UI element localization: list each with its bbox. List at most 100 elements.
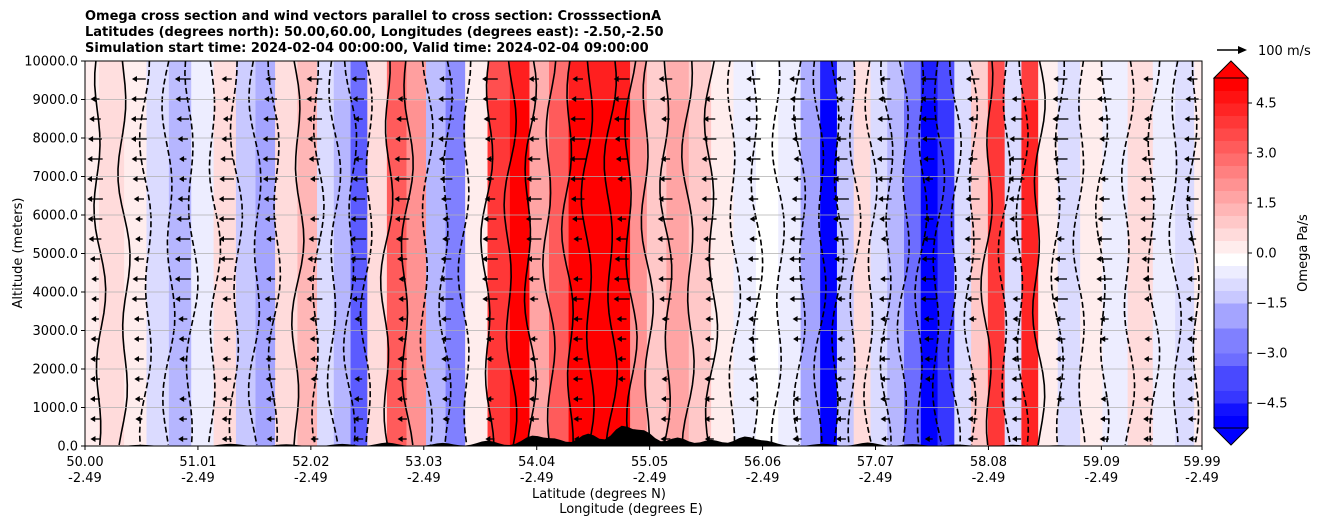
- wind-arrow-head: [789, 76, 795, 82]
- wind-arrow-head: [792, 436, 798, 442]
- wind-arrow-head: [968, 396, 974, 402]
- wind-arrow-head: [308, 156, 314, 162]
- colorbar-segment: [1214, 403, 1248, 416]
- wind-arrow-head: [353, 156, 359, 162]
- wind-arrow-head: [530, 96, 536, 102]
- wind-arrow-head: [175, 96, 181, 102]
- wind-arrow-head: [439, 276, 445, 282]
- wind-arrow-head: [791, 196, 797, 202]
- wind-arrow-head: [528, 276, 534, 282]
- wind-arrow-head: [880, 396, 886, 402]
- wind-arrow-head: [1184, 116, 1190, 122]
- wind-arrow-head: [572, 76, 578, 82]
- wind-arrow-head: [134, 356, 140, 362]
- wind-arrow-head: [175, 296, 181, 302]
- wind-arrow-head: [528, 76, 534, 82]
- omega-band-fade: [568, 61, 589, 101]
- contour-line: [326, 61, 342, 446]
- contour-line: [863, 61, 878, 446]
- wind-arrow-head: [704, 416, 710, 422]
- y-tick-label: 4000.0: [33, 286, 79, 301]
- wind-arrow-head: [746, 76, 752, 82]
- wind-arrow-head: [442, 236, 448, 242]
- wind-arrow-head: [965, 276, 971, 282]
- x-tick-label-lat: 59.99: [1183, 455, 1220, 470]
- omega-band-fade: [1194, 61, 1202, 101]
- wind-arrow-head: [351, 76, 357, 82]
- wind-arrow-head: [966, 176, 972, 182]
- y-tick-label: 10000.0: [24, 55, 78, 70]
- wind-arrow-head: [1096, 276, 1102, 282]
- x-tick-label-lon: -2.49: [294, 471, 328, 486]
- wind-arrow-head: [659, 296, 665, 302]
- wind-arrow-head: [306, 96, 312, 102]
- wind-arrow-head: [307, 256, 313, 262]
- wind-arrow-head: [135, 236, 141, 242]
- wind-arrow-head: [789, 96, 795, 102]
- wind-arrow-head: [87, 196, 93, 202]
- wind-arrow-head: [701, 156, 707, 162]
- contour-line: [290, 61, 305, 446]
- wind-arrow-head: [130, 116, 136, 122]
- wind-arrow-head: [1187, 276, 1193, 282]
- wind-arrow-head: [133, 336, 139, 342]
- wind-arrow-head: [793, 396, 799, 402]
- wind-arrow-head: [485, 336, 491, 342]
- wind-arrow-head: [924, 336, 930, 342]
- wind-arrow-head: [614, 136, 620, 142]
- wind-arrow-head: [967, 416, 973, 422]
- wind-arrow-head: [133, 316, 139, 322]
- wind-arrow-head: [1143, 296, 1149, 302]
- wind-arrow-head: [1099, 136, 1105, 142]
- wind-arrow-head: [175, 236, 181, 242]
- wind-arrow-head: [572, 376, 578, 382]
- wind-arrow-head: [222, 356, 228, 362]
- wind-arrow-head: [877, 116, 883, 122]
- wind-arrow-head: [1052, 116, 1058, 122]
- wind-arrow-head: [222, 376, 228, 382]
- wind-arrow-head: [308, 236, 314, 242]
- wind-arrow-head: [703, 116, 709, 122]
- wind-arrow-head: [1097, 96, 1103, 102]
- wind-arrow-head: [397, 396, 403, 402]
- contour-line: [1050, 61, 1066, 446]
- contour-line: [560, 61, 575, 446]
- wind-arrow-head: [90, 396, 96, 402]
- wind-arrow-head: [218, 216, 224, 222]
- colorbar-segment: [1214, 90, 1248, 104]
- omega-band-fade: [836, 61, 855, 101]
- wind-arrow-head: [881, 436, 887, 442]
- wind-arrow-head: [483, 116, 489, 122]
- wind-arrow-head: [310, 376, 316, 382]
- wind-arrow-head: [792, 316, 798, 322]
- wind-arrow-head: [132, 276, 138, 282]
- wind-arrow-head: [482, 96, 488, 102]
- wind-arrow-head: [789, 276, 795, 282]
- wind-arrow-head: [222, 96, 228, 102]
- wind-arrow-head: [920, 76, 926, 82]
- wind-arrow-head: [397, 376, 403, 382]
- wind-arrow-head: [438, 96, 444, 102]
- wind-arrow-head: [91, 276, 97, 282]
- wind-arrow-head: [1140, 236, 1146, 242]
- wind-arrow-head: [90, 356, 96, 362]
- x-axis: 50.00-2.4951.01-2.4952.02-2.4953.03-2.49…: [66, 446, 1221, 486]
- wind-arrow-head: [876, 156, 882, 162]
- x-axis-label-latitude: Latitude (degrees N): [532, 487, 666, 502]
- wind-arrow-head: [441, 376, 447, 382]
- wind-arrow-head: [789, 296, 795, 302]
- wind-arrow-head: [1100, 396, 1106, 402]
- wind-arrow-head: [879, 76, 885, 82]
- wind-arrow-head: [1056, 396, 1062, 402]
- contour-line: [947, 61, 963, 446]
- wind-arrow-head: [133, 256, 139, 262]
- contour-line: [207, 61, 222, 446]
- contour-line: [931, 61, 946, 446]
- contour-line: [379, 61, 394, 446]
- wind-arrow-head: [1143, 76, 1149, 82]
- wind-arrow-head: [658, 76, 664, 82]
- wind-arrow-head: [398, 316, 404, 322]
- wind-arrow-head: [1009, 216, 1015, 222]
- wind-arrow-head: [176, 216, 182, 222]
- wind-arrow-head: [1052, 96, 1058, 102]
